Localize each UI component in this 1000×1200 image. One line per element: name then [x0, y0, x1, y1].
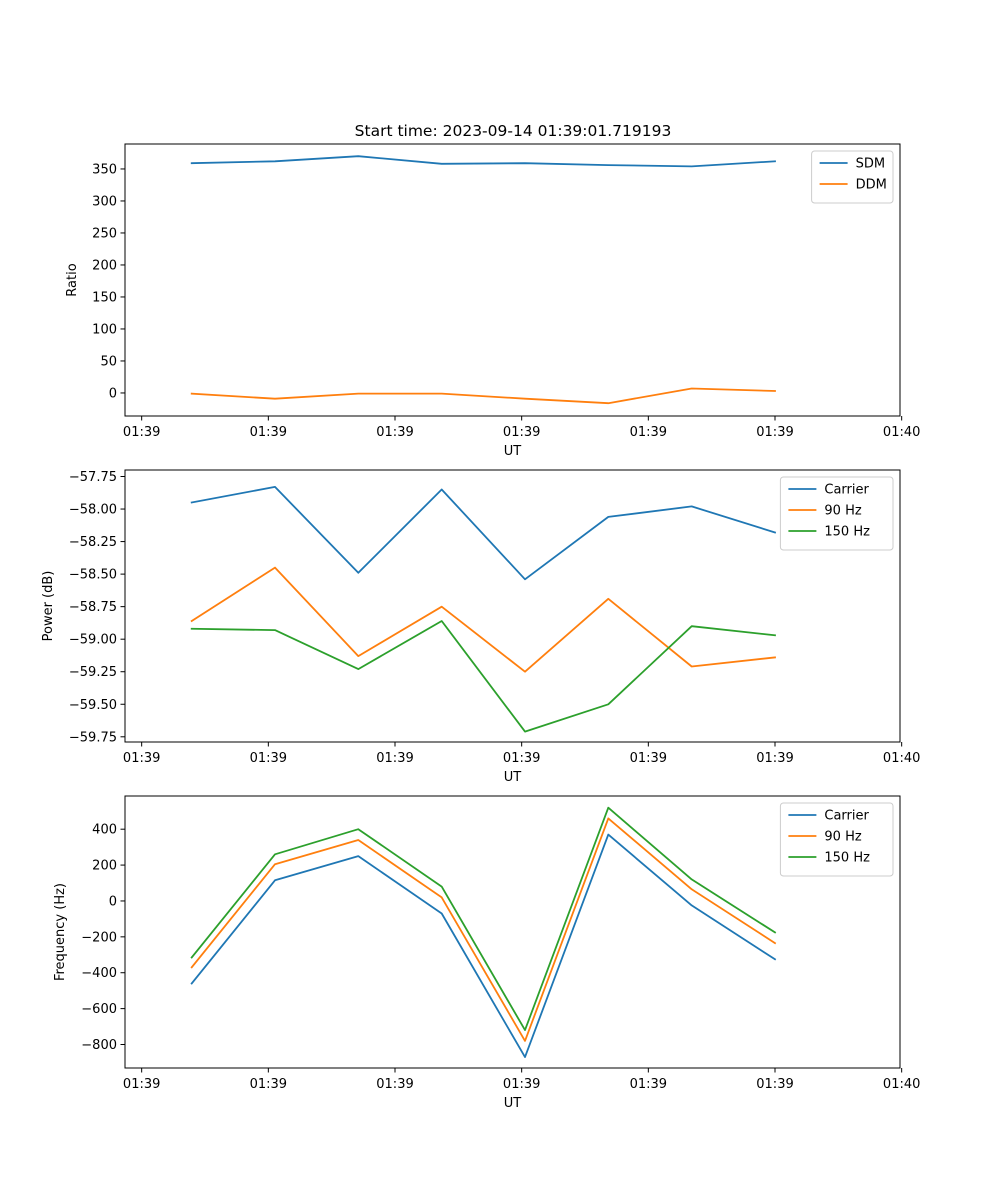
- axes-frame: [124, 795, 901, 1069]
- x-tick-label: 01:39: [630, 751, 667, 766]
- series-line-sdm: [190, 155, 776, 168]
- x-tick-label: 01:39: [630, 1077, 667, 1092]
- y-tick-label: 150: [92, 290, 117, 305]
- series-line-90-hz: [190, 817, 777, 1042]
- legend: Carrier 90 Hz 150 Hz: [779, 802, 894, 877]
- x-tick-label: 01:39: [503, 751, 540, 766]
- legend: Carrier 90 Hz 150 Hz: [779, 476, 894, 551]
- legend-label: Carrier: [824, 809, 869, 824]
- y-axis-label: Ratio: [65, 263, 80, 296]
- x-tick-label: 01:39: [756, 751, 793, 766]
- x-tick-label: 01:39: [376, 751, 413, 766]
- legend-label: 150 Hz: [824, 851, 870, 866]
- y-axis-label: Frequency (Hz): [53, 883, 68, 981]
- y-tick-label: −59.50: [69, 698, 117, 713]
- y-tick-label: −600: [81, 1002, 117, 1017]
- x-tick-label: 01:39: [250, 1077, 287, 1092]
- axes-frame: [124, 469, 901, 743]
- y-tick-label: 350: [92, 162, 117, 177]
- y-axis-label: Power (dB): [41, 571, 56, 642]
- y-tick-label: −800: [81, 1038, 117, 1053]
- x-tick-label: 01:39: [756, 425, 793, 440]
- y-tick-label: −59.00: [69, 633, 117, 648]
- y-tick-label: 0: [109, 386, 117, 401]
- series-line-150-hz: [190, 806, 777, 1031]
- chart-panel-2: 01:39 01:39 01:39 01:39 01:39 01:39 01:40 −59.7…: [41, 469, 920, 785]
- x-tick-label: 01:39: [503, 1077, 540, 1092]
- y-tick-label: −200: [81, 930, 117, 945]
- x-tick-label: 01:40: [883, 425, 920, 440]
- x-tick-label: 01:39: [376, 1077, 413, 1092]
- series-line-carrier: [190, 833, 777, 1058]
- figure-title: Start time: 2023-09-14 01:39:01.719193: [355, 122, 672, 140]
- y-tick-label: 250: [92, 226, 117, 241]
- y-tick-label: −59.25: [69, 665, 117, 680]
- y-tick-label: −58.50: [69, 568, 117, 583]
- y-tick-label: 100: [92, 322, 117, 337]
- x-tick-label: 01:39: [756, 1077, 793, 1092]
- legend-label: 90 Hz: [824, 830, 861, 845]
- panels: 01:39 01:39 01:39 01:39 01:39 01:39 01:40 0 50 10…: [41, 143, 920, 1111]
- y-tick-label: 0: [109, 894, 117, 909]
- legend-label: 150 Hz: [824, 525, 870, 540]
- legend-label: SDM: [856, 157, 885, 172]
- legend: SDM DDM: [811, 150, 894, 204]
- x-tick-label: 01:39: [630, 425, 667, 440]
- series-line-90-hz: [190, 566, 776, 673]
- y-tick-label: 200: [92, 258, 117, 273]
- x-axis-label: UT: [504, 1096, 522, 1111]
- legend-label: Carrier: [824, 483, 869, 498]
- y-tick-label: −57.75: [69, 470, 117, 485]
- y-tick-label: 400: [92, 823, 117, 838]
- x-tick-label: 01:39: [503, 425, 540, 440]
- x-tick-label: 01:40: [883, 1077, 920, 1092]
- y-tick-label: 50: [100, 354, 117, 369]
- x-tick-label: 01:39: [123, 751, 160, 766]
- x-tick-label: 01:39: [250, 751, 287, 766]
- axes-frame: [124, 143, 901, 417]
- y-tick-label: −58.00: [69, 503, 117, 518]
- y-tick-label: −59.75: [69, 730, 117, 745]
- y-tick-label: −58.75: [69, 600, 117, 615]
- x-tick-label: 01:39: [123, 425, 160, 440]
- chart-panel-1: 01:39 01:39 01:39 01:39 01:39 01:39 01:40 0 50 10…: [65, 143, 920, 459]
- series-line-carrier: [190, 485, 777, 581]
- legend-label: 90 Hz: [824, 504, 861, 519]
- legend-box: [811, 150, 894, 204]
- x-tick-label: 01:39: [250, 425, 287, 440]
- y-tick-label: 300: [92, 194, 117, 209]
- y-tick-label: −400: [81, 966, 117, 981]
- x-tick-label: 01:40: [883, 751, 920, 766]
- x-axis-label: UT: [504, 770, 522, 785]
- legend-label: DDM: [856, 178, 887, 193]
- x-tick-label: 01:39: [376, 425, 413, 440]
- y-tick-label: −58.25: [69, 535, 117, 550]
- chart-panel-3: 01:39 01:39 01:39 01:39 01:39 01:39 01:40 −800 −…: [53, 795, 920, 1111]
- x-tick-label: 01:39: [123, 1077, 160, 1092]
- y-tick-label: 200: [92, 859, 117, 874]
- series-line-150-hz: [190, 620, 776, 733]
- x-axis-label: UT: [504, 444, 522, 459]
- series-line-ddm: [190, 387, 776, 405]
